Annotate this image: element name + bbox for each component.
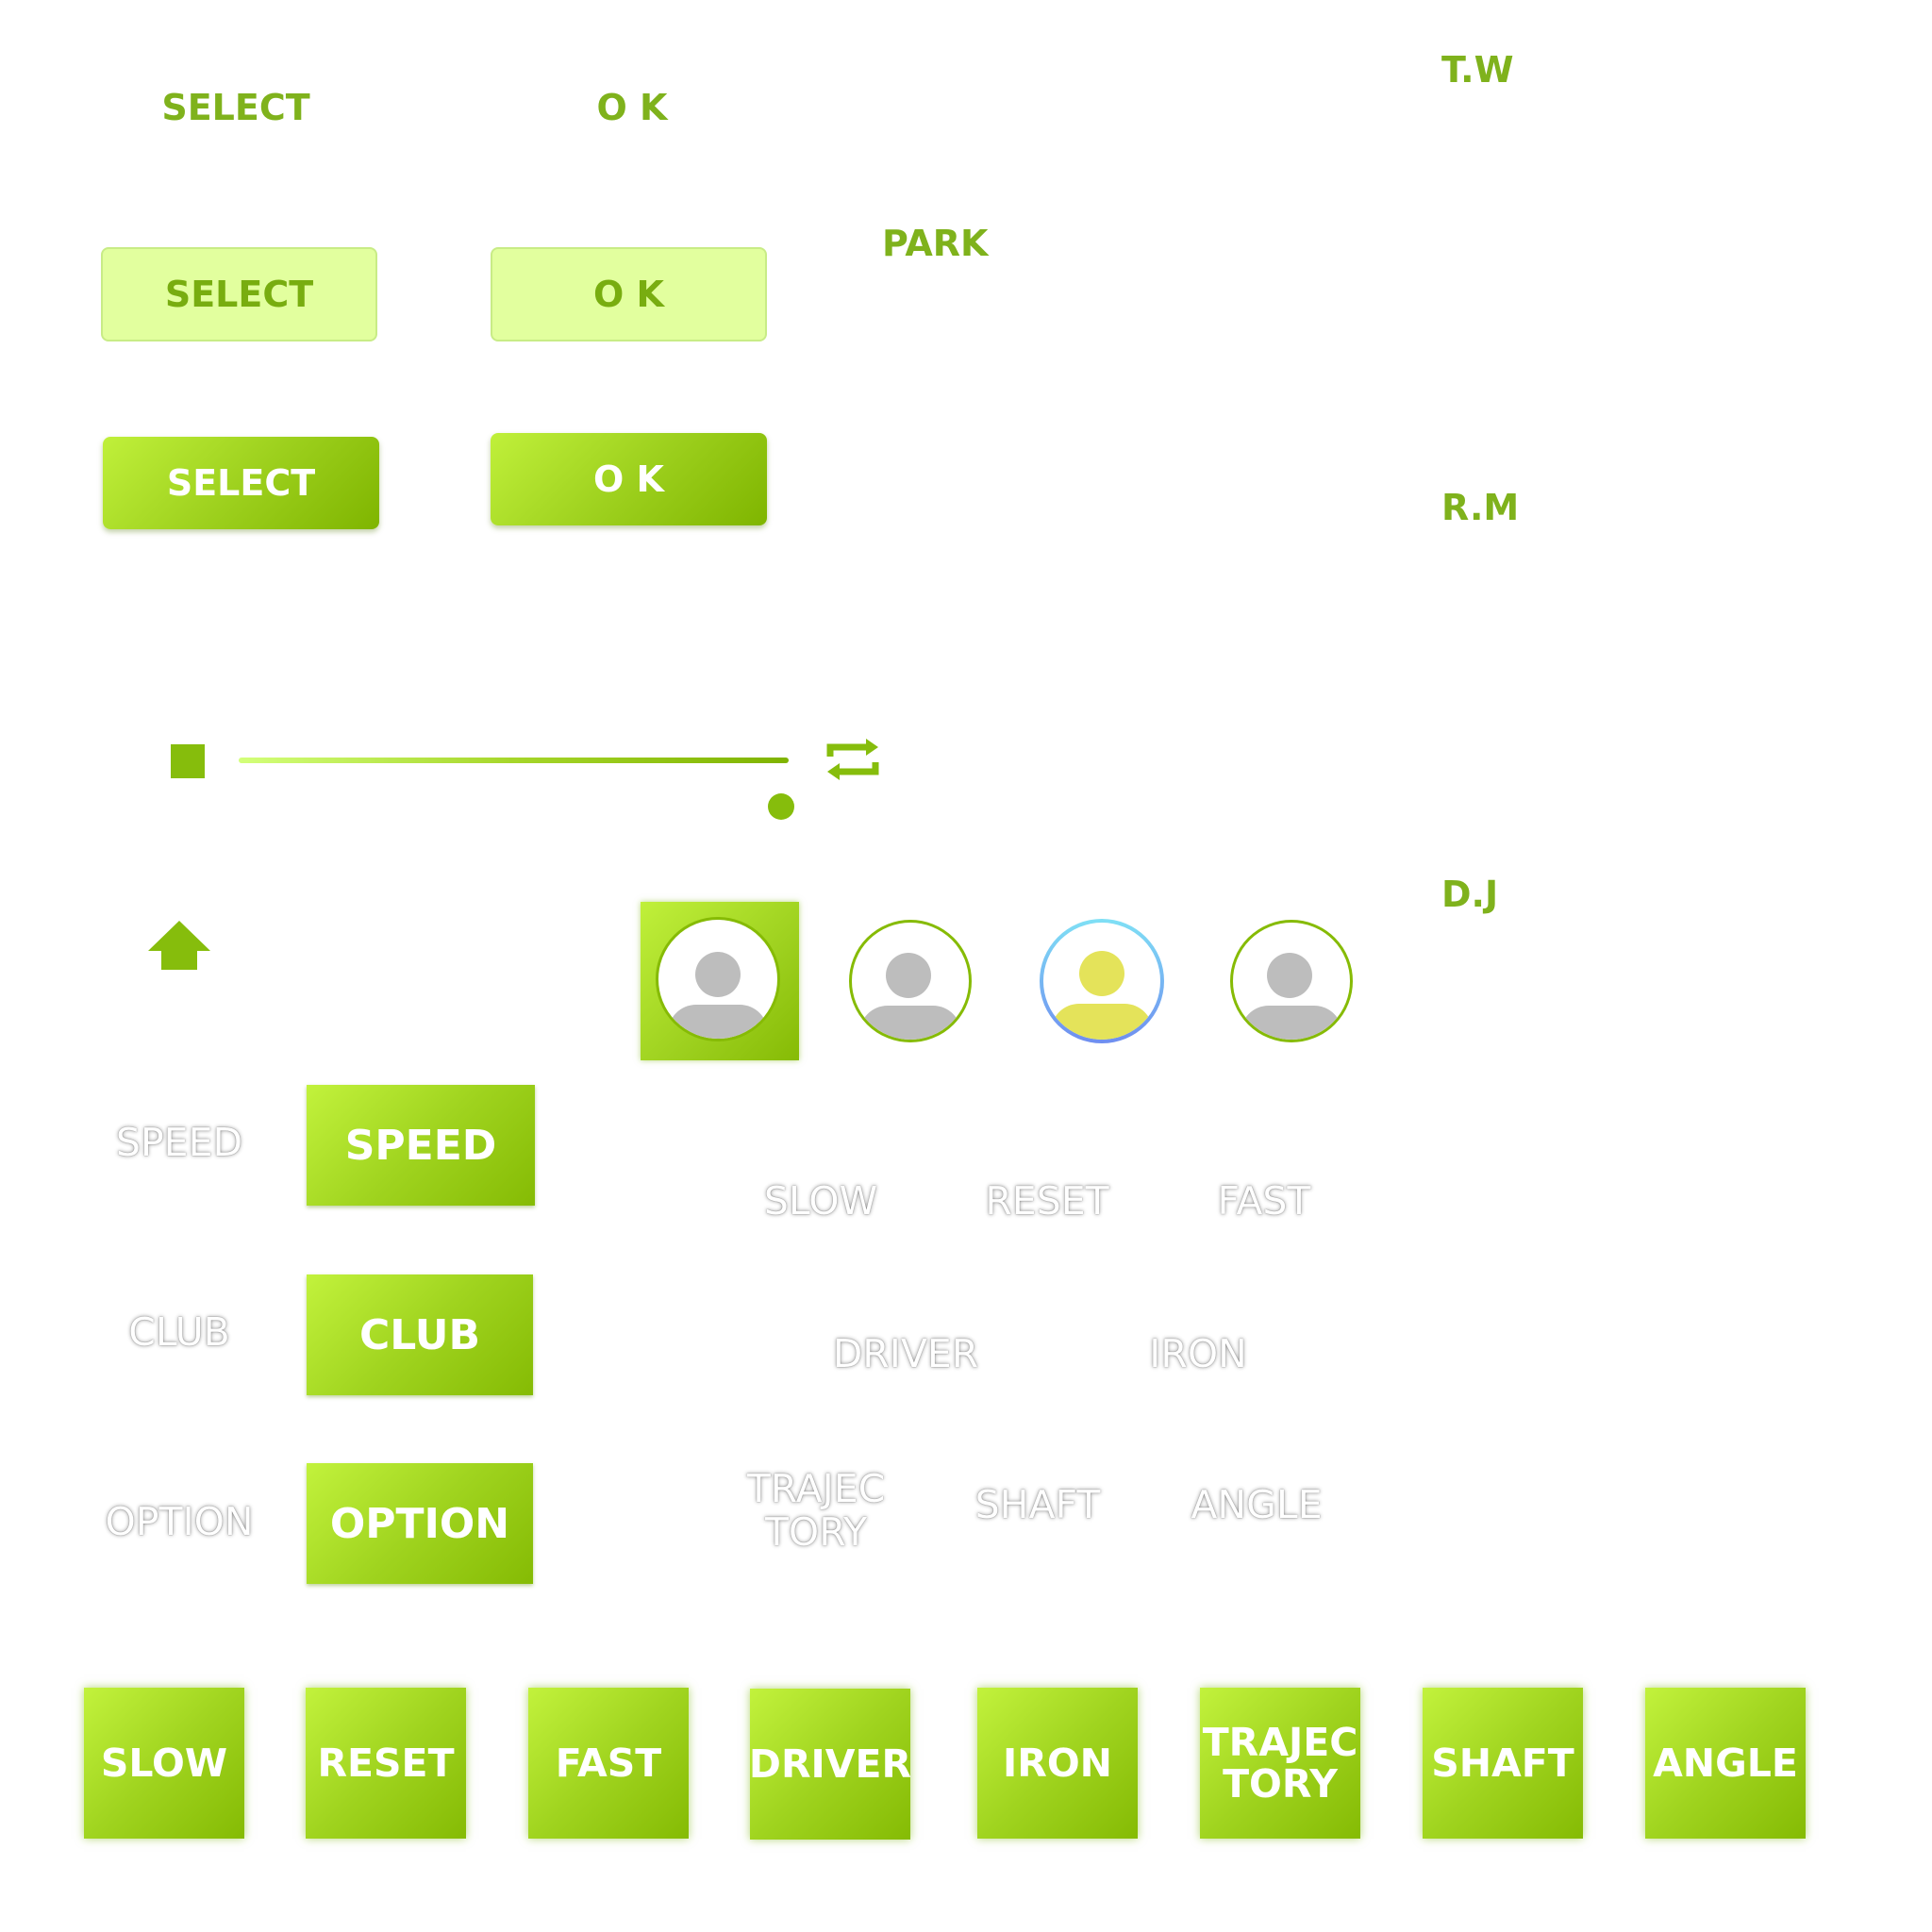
- iron-tile[interactable]: IRON: [977, 1688, 1138, 1839]
- speed-ghost-label: SPEED: [115, 1120, 243, 1165]
- ok-button[interactable]: O K: [491, 433, 767, 525]
- fast-ghost-label: FAST: [1217, 1178, 1311, 1224]
- club-button[interactable]: CLUB: [307, 1274, 533, 1395]
- option-button[interactable]: OPTION: [307, 1463, 533, 1584]
- slow-ghost-label: SLOW: [763, 1178, 878, 1224]
- iron-ghost-label: IRON: [1149, 1331, 1247, 1376]
- angle-ghost-label: ANGLE: [1191, 1482, 1323, 1527]
- option-ghost-label: OPTION: [105, 1499, 254, 1544]
- select-label: SELECT: [161, 87, 310, 128]
- user-icon: [656, 917, 780, 1041]
- user-icon: [886, 953, 931, 998]
- driver-ghost-label: DRIVER: [832, 1331, 979, 1376]
- shaft-tile[interactable]: SHAFT: [1423, 1688, 1583, 1839]
- home-arrow-icon[interactable]: [146, 917, 212, 974]
- driver-tile[interactable]: DRIVER: [749, 1689, 911, 1840]
- select-button[interactable]: SELECT: [103, 437, 379, 529]
- stop-square-icon[interactable]: [171, 744, 205, 778]
- club-ghost-label: CLUB: [128, 1309, 230, 1355]
- reset-ghost-label: RESET: [985, 1178, 1109, 1224]
- avatar-2[interactable]: [849, 920, 972, 1042]
- player-label-dj: D.J: [1441, 874, 1499, 915]
- repeat-icon[interactable]: [824, 736, 881, 783]
- fast-tile[interactable]: FAST: [528, 1688, 689, 1839]
- slow-tile[interactable]: SLOW: [84, 1688, 244, 1839]
- avatar-4[interactable]: [1230, 920, 1353, 1042]
- ok-label: O K: [596, 87, 668, 128]
- avatar-3[interactable]: [1040, 919, 1164, 1043]
- trajectory-ghost-label: TRAJEC TORY: [746, 1466, 886, 1555]
- reset-tile[interactable]: RESET: [306, 1688, 466, 1839]
- player-label-rm: R.M: [1441, 487, 1520, 528]
- progress-handle[interactable]: [768, 793, 794, 820]
- park-label: PARK: [882, 223, 989, 264]
- user-icon: [1267, 953, 1312, 998]
- trajectory-tile[interactable]: TRAJEC TORY: [1200, 1688, 1360, 1839]
- progress-track[interactable]: [239, 758, 789, 763]
- speed-button[interactable]: SPEED: [307, 1085, 535, 1206]
- shaft-ghost-label: SHAFT: [974, 1482, 1101, 1527]
- ok-button-light[interactable]: O K: [491, 247, 767, 341]
- user-icon: [1043, 923, 1160, 1040]
- avatar-selected-frame[interactable]: [641, 902, 799, 1060]
- select-button-light[interactable]: SELECT: [101, 247, 377, 341]
- player-label-tw: T.W: [1441, 49, 1514, 91]
- angle-tile[interactable]: ANGLE: [1645, 1688, 1806, 1839]
